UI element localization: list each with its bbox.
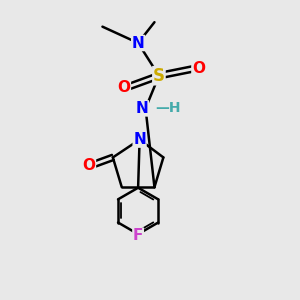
Text: N: N [132,35,145,50]
Text: O: O [82,158,95,172]
Text: N: N [136,101,148,116]
Text: —H: —H [155,101,181,116]
Text: F: F [133,228,143,243]
Text: O: O [192,61,205,76]
Text: N: N [133,132,146,147]
Text: O: O [117,80,130,95]
Text: S: S [153,67,165,85]
